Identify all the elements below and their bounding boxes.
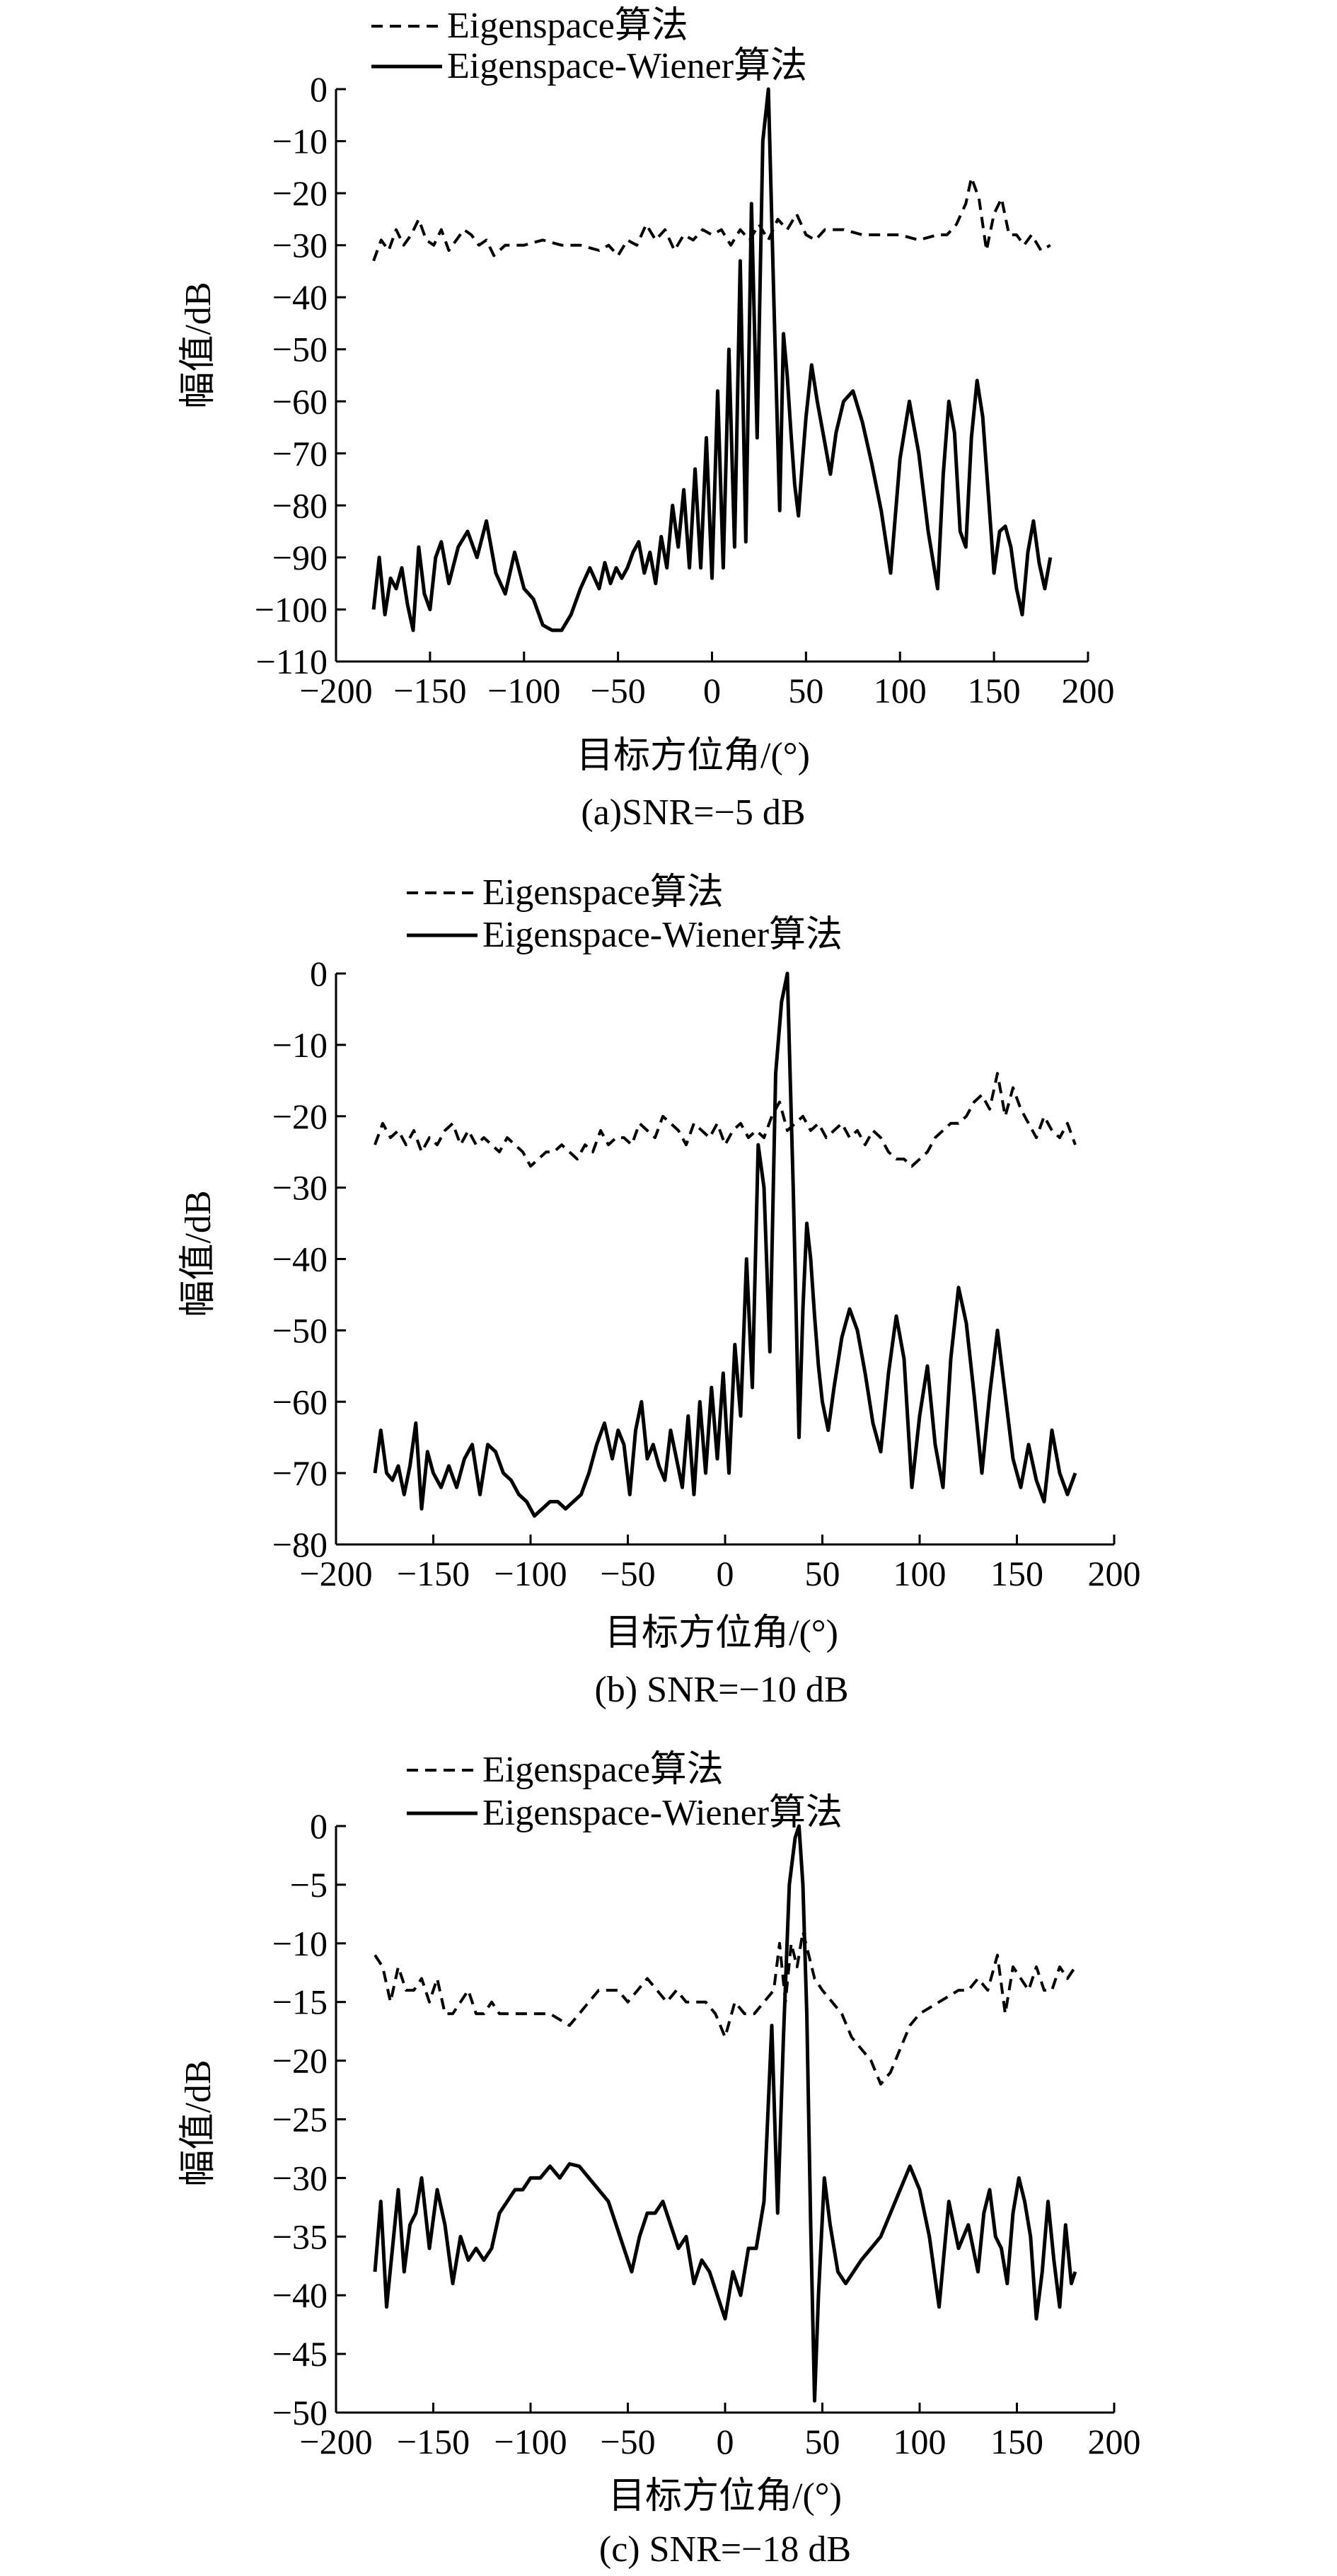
panel-a-y-tick-label: −30	[272, 226, 328, 265]
panel-a-x-tick-label: −50	[591, 671, 646, 710]
panel-c-legend-solid-label: Eigenspace-Wiener算法	[482, 1793, 843, 1833]
panel-c-x-tick-label: 50	[805, 2422, 840, 2461]
panel-a-x-tick-label: 200	[1062, 671, 1115, 710]
panel-a-x-tick-label: −100	[487, 671, 560, 710]
panel-b-x-tick-label: −50	[600, 1554, 655, 1593]
panel-a-legend-solid-label: Eigenspace-Wiener算法	[447, 46, 807, 86]
panel-b-plot: 0 −10 −20 −30 −40 −50 −60 −70 −80−200 −150 −100 −50…	[272, 954, 1141, 1593]
panel-a-y-tick-label: −10	[272, 122, 328, 161]
panel-b-x-tick-label: 150	[990, 1554, 1043, 1593]
panel-a-y-tick-label: −110	[256, 642, 328, 681]
panel-b-x-axis-title: 目标方位角/(°)	[605, 1613, 838, 1653]
panel-c: Eigenspace算法 Eigenspace-Wiener算法 0 −5 −10 −…	[178, 1750, 1141, 2570]
panel-a-y-tick-label: −20	[272, 173, 328, 213]
panel-c-x-tick-label: −200	[299, 2422, 372, 2461]
panel-b-y-tick-label: −10	[272, 1025, 328, 1065]
panel-b-y-tick-label: −80	[272, 1525, 328, 1564]
panel-c-x-tick-label: 150	[990, 2422, 1043, 2461]
panel-a-caption: (a)SNR=−5 dB	[581, 792, 805, 833]
panel-a-y-tick-label: −90	[272, 538, 328, 577]
panel-a-y-tick-label: −40	[272, 277, 328, 317]
panel-c-legend: Eigenspace算法 Eigenspace-Wiener算法	[407, 1750, 843, 1833]
panel-c-y-tick-label: −45	[272, 2334, 328, 2374]
panel-b-series-eigenspace	[374, 1072, 1077, 1168]
panel-c-legend-dashed-label: Eigenspace算法	[482, 1750, 724, 1790]
panel-a-legend-dashed-label: Eigenspace算法	[447, 6, 688, 46]
panel-b-x-tick-label: −200	[299, 1554, 372, 1593]
panel-b-y-tick-label: −30	[272, 1168, 328, 1208]
panel-c-y-axis-title: 幅值/dB	[178, 2060, 219, 2186]
panel-b-x-tick-label: 50	[805, 1554, 840, 1593]
panel-b-x-tick-label: 0	[717, 1554, 734, 1593]
panel-c-x-tick-label: 100	[893, 2422, 947, 2461]
panel-b-legend-solid-label: Eigenspace-Wiener算法	[482, 915, 843, 955]
panel-b-x-tick-label: 100	[893, 1554, 947, 1593]
panel-a: Eigenspace算法 Eigenspace-Wiener算法 0 −10 −20…	[178, 6, 1115, 833]
panel-a-legend: Eigenspace算法 Eigenspace-Wiener算法	[371, 6, 807, 86]
panel-a-x-tick-label: −150	[393, 671, 466, 710]
panel-b-legend-dashed-label: Eigenspace算法	[482, 872, 724, 913]
panel-b-series-eigenspace-wiener	[373, 971, 1077, 1518]
panel-a-plot: 0 −10 −20 −30 −40 −50 −60 −70 −80 −90 −100 −110−200…	[255, 69, 1115, 710]
panel-c-y-tick-label: −20	[272, 2041, 328, 2081]
panel-a-y-tick-label: 0	[310, 69, 328, 109]
panel-b-x-tick-label: −100	[494, 1554, 567, 1593]
panel-b-y-tick-label: 0	[310, 954, 328, 993]
panel-c-x-axis-title: 目标方位角/(°)	[608, 2476, 842, 2517]
panel-a-series-eigenspace	[372, 176, 1051, 262]
panel-c-y-tick-label: −30	[272, 2158, 328, 2197]
panel-b-y-tick-label: −40	[272, 1240, 328, 1279]
panel-a-x-tick-label: 50	[788, 671, 823, 710]
panel-a-y-tick-label: −60	[272, 381, 328, 421]
panel-c-y-tick-label: −25	[272, 2100, 328, 2139]
panel-a-y-tick-label: −100	[255, 589, 328, 629]
panel-a-y-tick-label: −80	[272, 485, 328, 525]
panel-a-x-tick-label: 100	[874, 671, 927, 710]
panel-b-legend: Eigenspace算法 Eigenspace-Wiener算法	[407, 872, 843, 955]
panel-c-plot: 0−5−10−15−20−25−30−35−40−45−50−200 −150 −1…	[272, 1806, 1141, 2461]
panel-b-y-tick-label: −70	[272, 1453, 328, 1493]
panel-c-x-tick-label: 200	[1088, 2422, 1141, 2461]
panel-c-y-tick-label: −35	[272, 2217, 328, 2256]
panel-a-x-axis-title: 目标方位角/(°)	[577, 736, 810, 776]
panel-c-x-tick-label: −150	[397, 2422, 470, 2461]
panel-c-y-tick-label: −50	[272, 2393, 328, 2432]
panel-c-y-tick-label: −10	[272, 1924, 328, 1963]
panel-c-y-tick-label: −40	[272, 2275, 328, 2315]
panel-a-y-axis-title: 幅值/dB	[178, 282, 219, 408]
panel-b-y-tick-label: −50	[272, 1310, 328, 1350]
panel-c-x-tick-label: −50	[600, 2422, 655, 2461]
panel-c-y-tick-label: −15	[272, 1982, 328, 2022]
panel-b-y-tick-label: −60	[272, 1382, 328, 1421]
panel-c-series-eigenspace-wiener	[373, 1824, 1077, 2403]
panel-b-x-tick-label: 200	[1088, 1554, 1141, 1593]
panel-a-y-tick-label: −50	[272, 330, 328, 369]
panel-c-caption: (c) SNR=−18 dB	[599, 2529, 851, 2570]
panel-c-y-tick-label: 0	[310, 1806, 328, 1846]
panel-a-y-tick-label: −70	[272, 434, 328, 473]
panel-c-x-tick-label: 0	[717, 2422, 734, 2461]
panel-b-x-tick-label: −150	[397, 1554, 470, 1593]
panel-a-x-tick-label: −200	[299, 671, 372, 710]
panel-b: Eigenspace算法 Eigenspace-Wiener算法 0 −10 −20…	[178, 872, 1141, 1710]
panel-c-series-eigenspace	[374, 1930, 1077, 2086]
panel-c-y-tick-label: −5	[290, 1865, 328, 1905]
panel-a-x-tick-label: 150	[968, 671, 1021, 710]
panel-a-x-tick-label: 0	[703, 671, 721, 710]
panel-b-caption: (b) SNR=−10 dB	[594, 1670, 848, 1710]
panel-a-series-eigenspace-wiener	[371, 87, 1053, 633]
panel-b-y-axis-title: 幅值/dB	[178, 1190, 219, 1317]
panel-b-y-tick-label: −20	[272, 1097, 328, 1136]
panel-c-x-tick-label: −100	[494, 2422, 567, 2461]
